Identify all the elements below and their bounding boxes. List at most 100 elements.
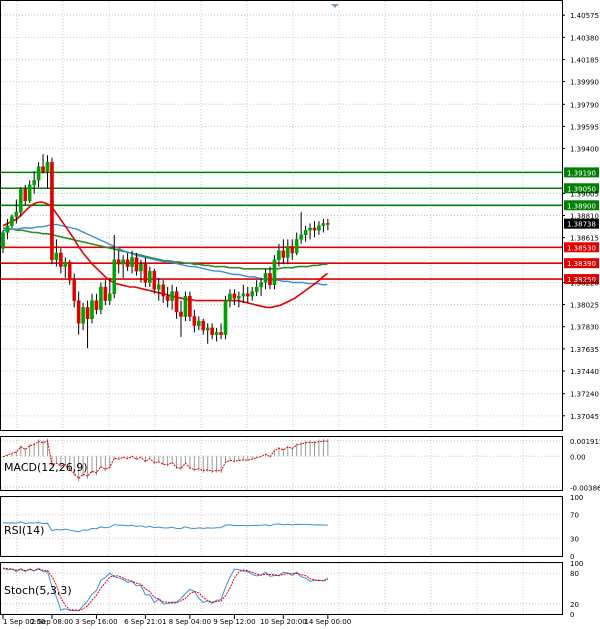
macd-tick-label: -0.003862	[570, 484, 600, 492]
stoch-d-line	[2, 567, 328, 611]
stoch-lines	[2, 567, 329, 612]
current-price-label: 1.38738	[567, 221, 596, 229]
price-tick-label: 1.38615	[570, 235, 599, 243]
level-price-label: 1.39050	[567, 185, 596, 193]
candle-body	[76, 300, 81, 324]
macd-axis: 0.001915 0.00 -0.003862	[570, 438, 600, 492]
candle-body	[308, 227, 312, 231]
candle-body	[1, 232, 5, 249]
candle-body	[54, 252, 59, 260]
candle-body	[312, 227, 317, 231]
candle-body	[210, 327, 214, 335]
candle-body	[103, 286, 108, 301]
stoch-grid	[1, 562, 562, 615]
candle-body	[196, 320, 201, 326]
level-price-tag	[564, 258, 599, 269]
level-price-label: 1.38390	[567, 260, 596, 268]
time-tick-label: 6 Sep 21:01	[124, 618, 166, 626]
price-tick-label: 1.38220	[570, 279, 599, 287]
candle-body	[317, 225, 321, 231]
main-grid	[1, 1, 562, 430]
candle-body	[72, 279, 76, 301]
candle-body	[5, 225, 10, 233]
macd-histogram	[2, 438, 329, 482]
price-tick-label: 1.37440	[570, 368, 599, 376]
level-price-tag	[564, 167, 599, 178]
macd-label: MACD(12,26,9)	[4, 461, 88, 474]
rsi-tick-label: 30	[570, 535, 579, 543]
candle-body	[321, 223, 326, 226]
rsi-tick-label: 70	[570, 512, 579, 520]
price-tick-label: 1.40380	[570, 34, 599, 42]
current-price-tag	[564, 218, 599, 229]
macd-tick-label: 0.00	[570, 453, 586, 461]
candle-body	[130, 257, 134, 267]
rsi-tick-label: 0	[570, 553, 574, 561]
candle-body	[139, 264, 143, 272]
stoch-panel-frame	[0, 562, 563, 615]
candle-body	[107, 293, 112, 301]
time-tick-label: 2 Sep 08:00	[31, 618, 73, 626]
macd-panel-frame	[0, 436, 563, 491]
candle-body	[14, 211, 19, 217]
time-tick-label: 8 Sep 04:00	[169, 618, 211, 626]
price-tick-label: 1.39400	[570, 146, 599, 154]
rsi-grid	[1, 496, 562, 557]
time-tick-label: 1 Sep 00:00	[3, 618, 45, 626]
stoch-axis: 100 80 20 0	[570, 560, 583, 619]
candle-body	[19, 189, 23, 213]
price-tick-label: 1.39990	[570, 79, 599, 87]
price-axis: 1.40575 1.40380 1.40185 1.39990 1.39790 1.395…	[562, 12, 599, 421]
time-tick-label: 9 Sep 12:00	[213, 618, 255, 626]
rsi-line-path	[2, 521, 328, 533]
level-price-label: 1.38530	[567, 244, 596, 252]
candle-body	[326, 223, 330, 225]
candles	[1, 154, 330, 349]
candle-body	[152, 270, 157, 290]
macd-signal-line	[2, 440, 328, 480]
candle-body	[201, 320, 206, 331]
rsi-tick-label: 100	[570, 494, 583, 502]
price-tick-label: 1.40185	[570, 56, 599, 64]
stoch-panel: Stoch(5,3,3) 100 80 20 0	[0, 560, 583, 619]
stoch-tick-label: 20	[570, 601, 579, 609]
candle-body	[241, 293, 246, 297]
level-price-label: 1.39190	[567, 169, 596, 177]
candle-body	[205, 327, 210, 331]
candle-body	[214, 332, 219, 335]
candle-body	[121, 259, 125, 265]
candle-body	[94, 300, 99, 310]
candle-body	[23, 189, 28, 201]
candle-body	[41, 166, 45, 172]
price-tick-label: 1.38025	[570, 302, 599, 310]
level-price-tag	[564, 183, 599, 194]
candle-body	[250, 291, 255, 297]
candle-body	[277, 250, 281, 260]
price-tick-label: 1.37045	[570, 413, 599, 421]
candle-body	[237, 295, 241, 299]
price-tick-label: 1.39005	[570, 190, 599, 198]
stoch-tick-label: 0	[570, 611, 574, 619]
price-tick-label: 1.37830	[570, 324, 599, 332]
candle-body	[263, 273, 268, 283]
candle-body	[281, 250, 286, 258]
candle-body	[290, 245, 295, 254]
time-tick-label: 10 Sep 20:00	[260, 618, 307, 626]
candle-body	[179, 311, 183, 317]
candle-body	[254, 286, 259, 292]
candle-body	[125, 259, 130, 267]
price-tick-label: 1.40575	[570, 12, 599, 20]
candle-body	[161, 284, 166, 297]
candle-body	[268, 273, 272, 285]
rsi-panel: RSI(14) 100 70 30 0	[0, 494, 583, 561]
candle-body	[245, 293, 250, 297]
price-tick-label: 1.37240	[570, 391, 599, 399]
level-price-tag	[564, 242, 599, 253]
candle-body	[10, 216, 14, 226]
time-axis: 1 Sep 00:002 Sep 08:00 3 Sep 16:00 6 Sep 2…	[2, 615, 351, 626]
candle-body	[36, 166, 41, 181]
rsi-label: RSI(14)	[4, 524, 44, 537]
candle-body	[183, 295, 188, 317]
main-panel: 1.39190 1.39050 1.38900 1.38530 1.38390 1.382…	[0, 0, 599, 431]
scroll-marker-icon[interactable]	[331, 4, 339, 8]
